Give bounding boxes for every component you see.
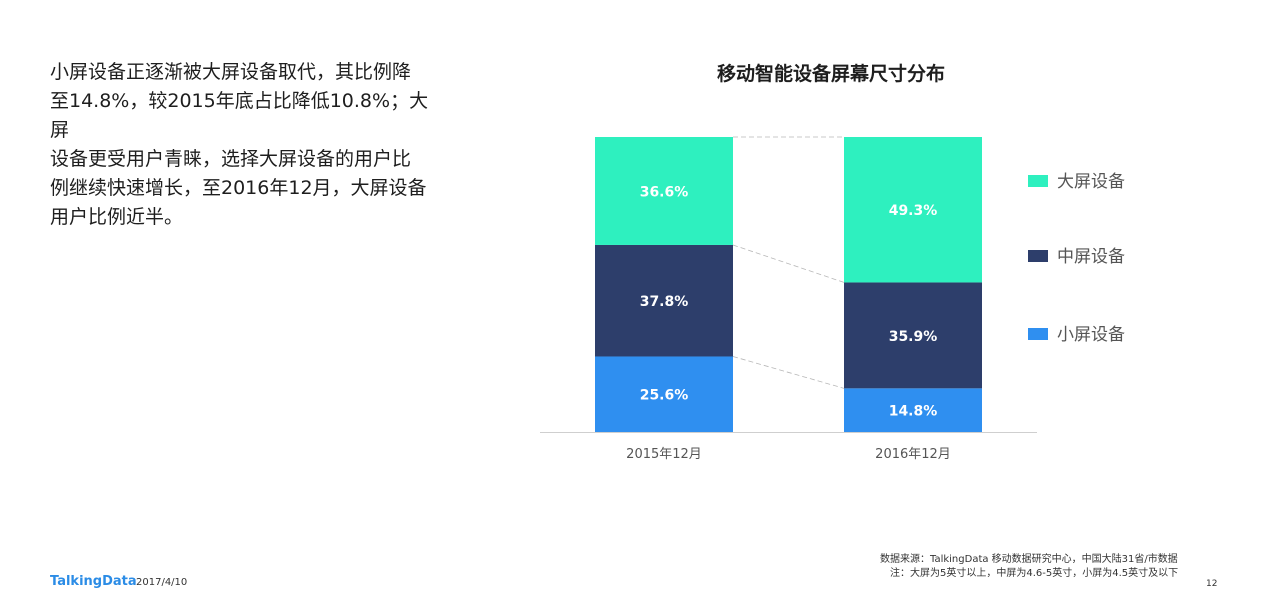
legend-swatch [1028,250,1048,262]
bar-segment [595,356,733,432]
data-label: 35.9% [889,329,938,345]
data-label: 37.8% [640,294,689,310]
data-label: 36.6% [640,184,689,200]
data-label: 49.3% [889,203,938,219]
description-line: 例继续快速增长，至2016年12月，大屏设备 [50,177,427,199]
source-text: 数据来源：TalkingData 移动数据研究中心，中国大陆31省/市数据 [880,554,1178,565]
connector-lines [732,136,845,389]
bar-segment [595,244,733,357]
footer-logo: TalkingData [50,574,137,589]
chart-title: 移动智能设备屏幕尺寸分布 [717,62,945,85]
description-line: 设备更受用户青睐，选择大屏设备的用户比 [50,148,412,170]
bar-segment [595,137,733,245]
footer-date: 2017/4/10 [136,577,188,588]
data-label: 25.6% [640,388,689,404]
footer-source: 数据来源：TalkingData 移动数据研究中心，中国大陆31省/市数据 注：… [880,553,1220,581]
page-number: 12 [1206,579,1218,589]
legend-label: 中屏设备 [1057,247,1125,267]
legend-label: 小屏设备 [1057,325,1125,345]
legend-label: 大屏设备 [1057,172,1125,192]
legend-swatch [1028,175,1048,187]
bars: 25.6% 37.8% 36.6% 14.8% 35.9% 49.3% [595,137,982,432]
legend-swatch [1028,328,1048,340]
description-line: 用户比例近半。 [50,206,184,228]
x-tick-label: 2015年12月 [626,447,702,462]
description-text: 小屏设备正逐渐被大屏设备取代，其比例降 至14.8%，较2015年底占比降低10… [50,58,440,232]
x-tick-labels: 2015年12月 2016年12月 [626,447,951,462]
bar-segment [844,388,982,432]
bar-segment [844,137,982,283]
connector-line [732,356,845,389]
connector-line [732,244,845,283]
note-text: 注：大屏为5英寸以上，中屏为4.6-5英寸，小屏为4.5英寸及以下 [890,568,1179,579]
x-tick-label: 2016年12月 [875,447,951,462]
data-label: 14.8% [889,404,938,420]
description-line: 至14.8%，较2015年底占比降低10.8%；大屏 [50,90,429,141]
description-line: 小屏设备正逐渐被大屏设备取代，其比例降 [50,61,412,83]
bar-segment [844,282,982,389]
